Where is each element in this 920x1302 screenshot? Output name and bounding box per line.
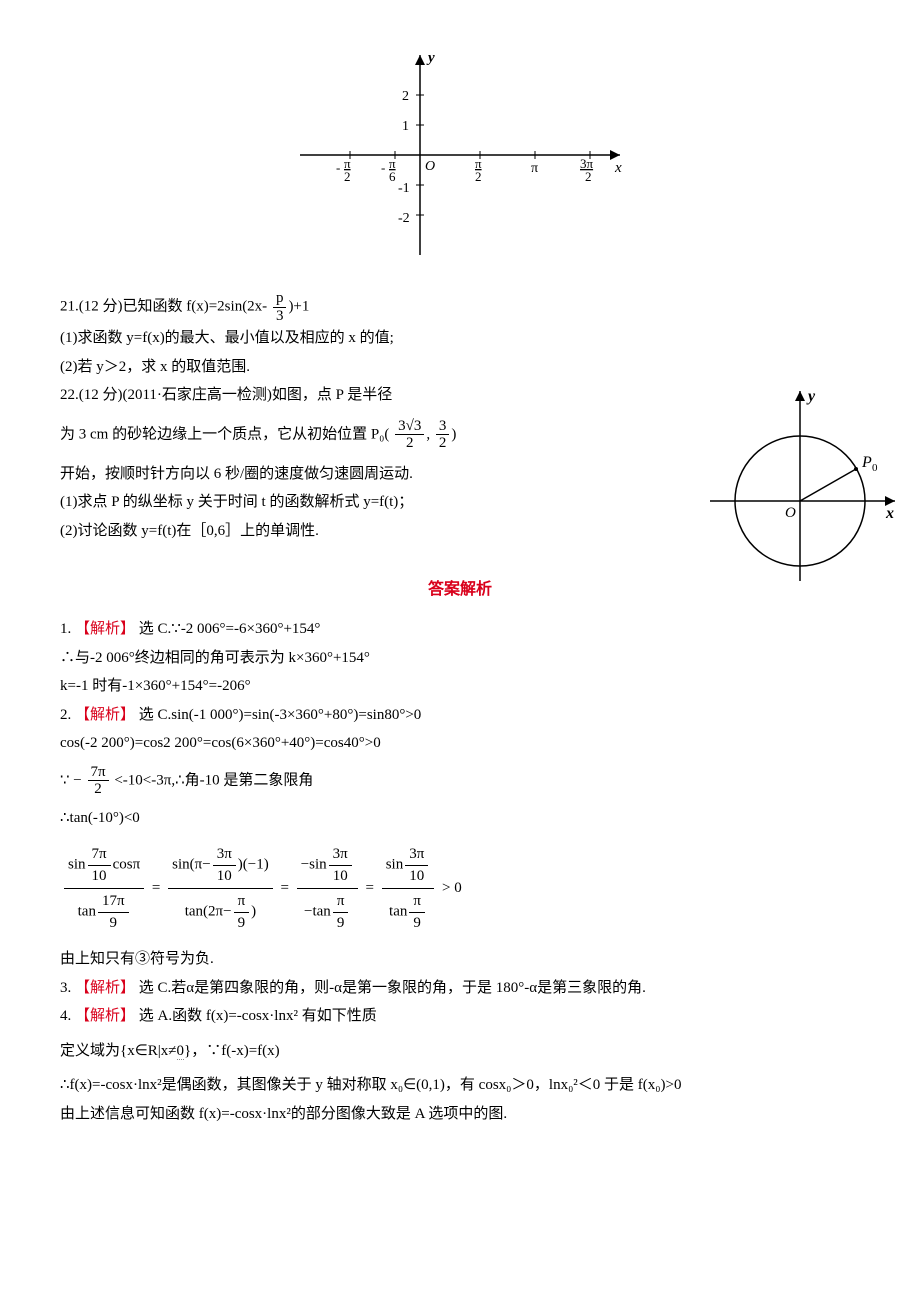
bigeq-term4: sin3π10 tanπ9 (382, 842, 435, 935)
svg-text:x: x (614, 160, 622, 176)
question-22: 22.(12 分)(2011·石家庄高一检测)如图，点 P 是半径 为 3 cm… (60, 381, 860, 545)
answer-4-line3: ∴f(x)=-cosx·lnx²是偶函数，其图像关于 y 轴对称取 x₀∈(0,… (60, 1071, 860, 1100)
analysis-tag: 【解析】 (75, 980, 135, 996)
axes-graph: 2 1 -1 -2 - π 2 - π 6 O π 2 π 3π 2 (280, 40, 640, 270)
ans2-frac-7pi2: 7π 2 (88, 764, 109, 798)
q22-p0y: 3 2 (436, 418, 450, 452)
dotted-zero: 0 (177, 1043, 185, 1060)
answer-1-line3: k=-1 时有-1×360°+154°=-206° (60, 672, 860, 701)
analysis-tag: 【解析】 (75, 707, 135, 723)
svg-text:1: 1 (402, 119, 409, 134)
bigeq-term1: sin7π10cosπ tan17π9 (64, 842, 144, 935)
svg-text:-: - (336, 160, 340, 175)
svg-text:2: 2 (344, 169, 351, 184)
answer-2-bigeq: sin7π10cosπ tan17π9 = sin(π−3π10)(−1) ta… (60, 842, 860, 935)
svg-text:2: 2 (402, 89, 409, 104)
bigeq-term2: sin(π−3π10)(−1) tan(2π−π9) (168, 842, 273, 935)
svg-text:-2: -2 (398, 211, 410, 226)
answer-1-line2: ∴与-2 006°终边相同的角可表示为 k×360°+154° (60, 644, 860, 673)
answer-2-line6: 由上知只有③符号为负. (60, 945, 860, 974)
q21-part1: (1)求函数 y=f(x)的最大、最小值以及相应的 x 的值; (60, 324, 860, 353)
svg-text:O: O (785, 505, 796, 521)
answer-3: 3. 【解析】 选 C.若α是第四象限的角，则-α是第一象限的角，于是 180°… (60, 974, 860, 1003)
svg-text:2: 2 (585, 169, 592, 184)
svg-text:x: x (885, 505, 894, 522)
bigeq-term3: −sin3π10 −tanπ9 (297, 842, 358, 935)
analysis-tag: 【解析】 (75, 1008, 135, 1024)
answer-2-line4: ∴tan(-10°)<0 (60, 804, 860, 833)
svg-text:y: y (806, 388, 816, 405)
svg-text:-: - (381, 160, 385, 175)
svg-text:0: 0 (872, 462, 878, 474)
page: 2 1 -1 -2 - π 2 - π 6 O π 2 π 3π 2 (60, 40, 860, 1128)
answer-4-line2: 定义域为{x∈R|x≠0}，∵f(-x)=f(x) (60, 1037, 860, 1066)
svg-text:π: π (531, 161, 538, 176)
svg-text:2: 2 (475, 169, 482, 184)
graph-1: 2 1 -1 -2 - π 2 - π 6 O π 2 π 3π 2 (60, 40, 860, 270)
svg-text:y: y (426, 50, 435, 66)
svg-text:-1: -1 (398, 181, 410, 196)
svg-text:O: O (425, 159, 435, 174)
answer-4-line1: 4. 【解析】 选 A.函数 f(x)=-cosx·lnx² 有如下性质 (60, 1002, 860, 1031)
q21-part2: (2)若 y＞2，求 x 的取值范围. (60, 353, 860, 382)
q21-stem: 21.(12 分)已知函数 f(x)=2sin(2x- (60, 298, 267, 314)
q21-frac: p 3 (273, 290, 287, 324)
answer-2-line1: 2. 【解析】 选 C.sin(-1 000°)=sin(-3×360°+80°… (60, 701, 860, 730)
q21-stem-tail: )+1 (288, 298, 309, 314)
answer-4-line4: 由上述信息可知函数 f(x)=-cosx·lnx²的部分图像大致是 A 选项中的… (60, 1100, 860, 1129)
q22-circle-diagram: P 0 O y x (700, 381, 900, 602)
answer-2-line3: ∵ − 7π 2 <-10<-3π,∴角-10 是第二象限角 (60, 764, 860, 798)
question-21: 21.(12 分)已知函数 f(x)=2sin(2x- p 3 )+1 (60, 290, 860, 324)
answer-2-line2: cos(-2 200°)=cos2 200°=cos(6×360°+40°)=c… (60, 729, 860, 758)
svg-text:P: P (861, 454, 872, 471)
q22-p0x: 3√3 2 (395, 418, 424, 452)
svg-text:6: 6 (389, 169, 396, 184)
analysis-tag: 【解析】 (75, 621, 135, 637)
answer-1-line1: 1. 【解析】 选 C.∵-2 006°=-6×360°+154° (60, 615, 860, 644)
